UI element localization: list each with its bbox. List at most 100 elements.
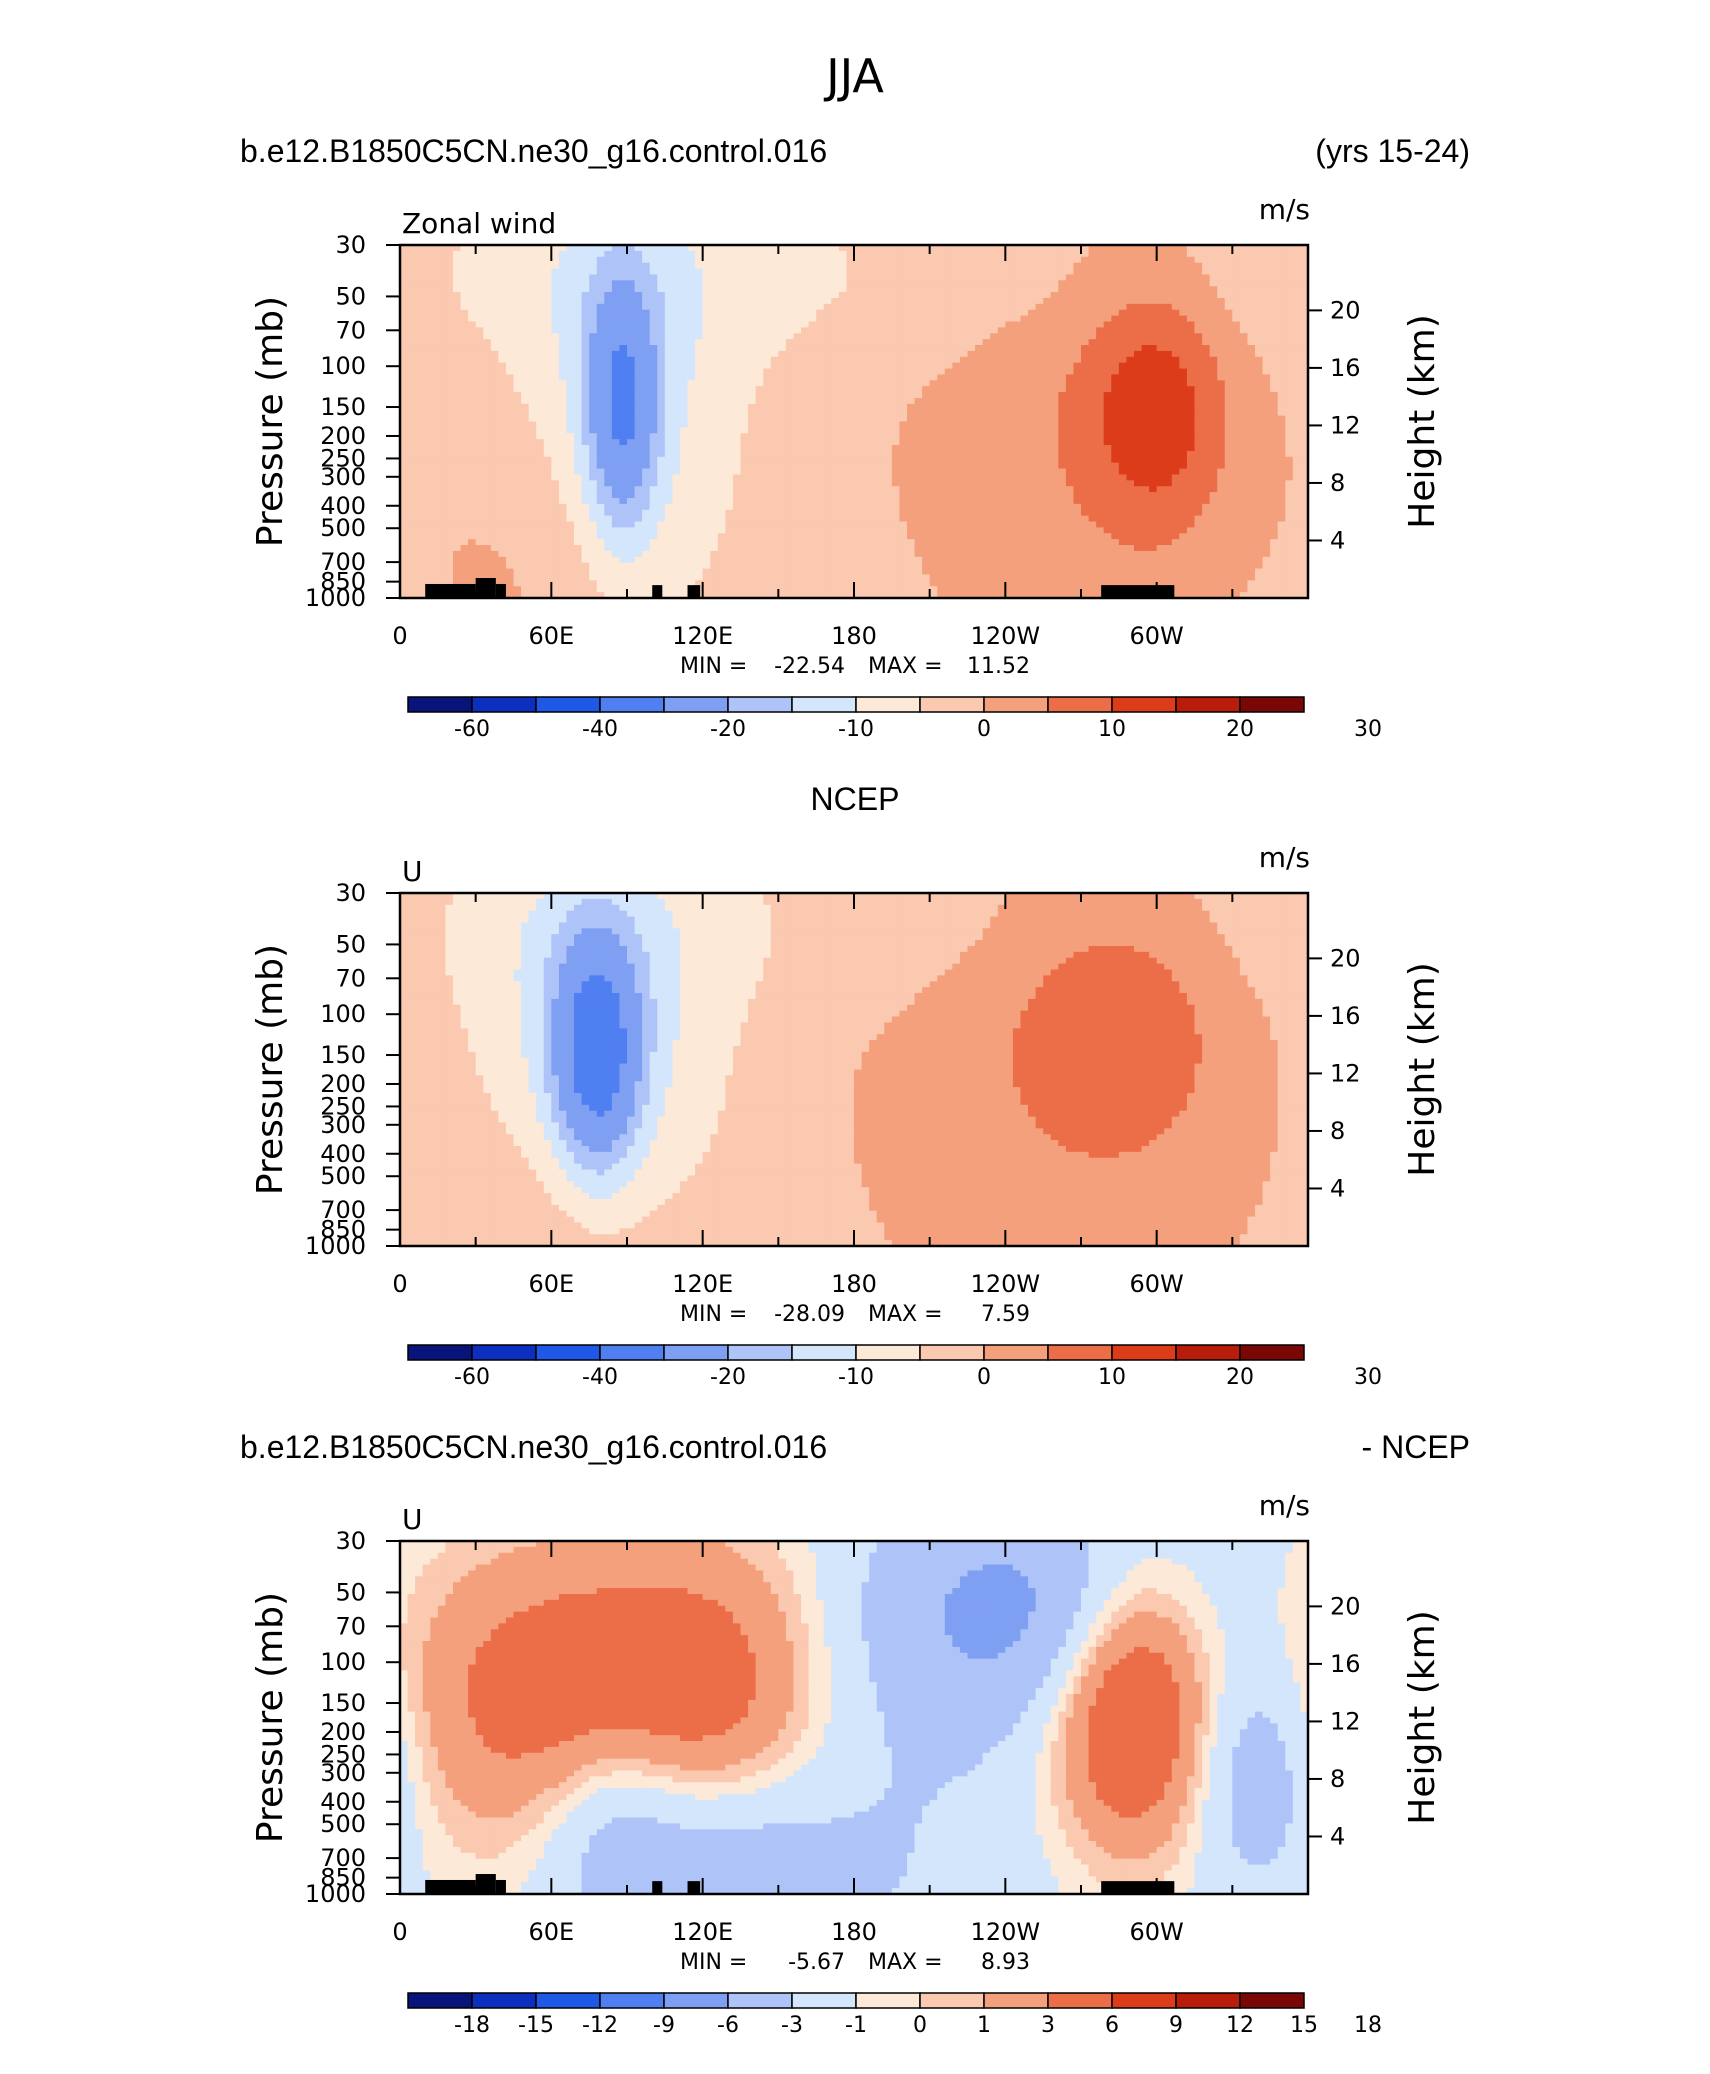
contour-cell xyxy=(627,303,636,311)
contour-cell xyxy=(808,297,817,305)
contour-cell xyxy=(1194,250,1203,258)
contour-cell xyxy=(1209,268,1218,276)
contour-cell xyxy=(664,409,673,417)
contour-cell xyxy=(415,250,424,258)
contour-cell xyxy=(997,480,1006,487)
contour-cell xyxy=(937,368,946,376)
contour-cell xyxy=(1277,309,1286,317)
contour-cell xyxy=(619,292,628,299)
contour-cell xyxy=(1262,345,1271,352)
contour-cell xyxy=(1111,321,1120,328)
contour-cell xyxy=(642,468,651,476)
contour-cell xyxy=(861,456,870,464)
contour-cell xyxy=(581,256,590,264)
contour-cell xyxy=(710,397,719,405)
contour-cell xyxy=(1164,445,1173,452)
contour-cell xyxy=(407,374,416,381)
contour-cell xyxy=(490,362,499,370)
contour-cell xyxy=(551,292,560,299)
contour-cell xyxy=(1262,274,1271,281)
contour-cell xyxy=(445,333,454,340)
contour-cell xyxy=(1262,468,1271,476)
contour-cell xyxy=(982,350,991,358)
contour-cell xyxy=(490,256,499,264)
contour-cell xyxy=(460,374,469,381)
contour-cell xyxy=(1118,397,1127,405)
contour-cell xyxy=(672,350,681,358)
contour-cell xyxy=(869,262,878,270)
contour-cell xyxy=(838,380,848,387)
contour-cell xyxy=(543,356,552,364)
contour-cell xyxy=(1270,339,1279,346)
contour-cell xyxy=(876,321,885,328)
contour-cell xyxy=(732,450,742,458)
contour-cell xyxy=(899,245,908,252)
contour-cell xyxy=(823,268,832,276)
contour-cell xyxy=(528,321,537,328)
contour-cell xyxy=(422,286,431,293)
contour-cell xyxy=(929,433,938,440)
contour-cell xyxy=(619,256,628,264)
contour-cell xyxy=(400,280,409,287)
contour-cell xyxy=(975,450,984,458)
contour-cell xyxy=(1217,245,1226,252)
contour-cell xyxy=(649,421,658,428)
contour-cell xyxy=(763,333,772,340)
contour-cell xyxy=(543,262,552,270)
contour-cell xyxy=(604,333,613,340)
contour-cell xyxy=(1141,368,1150,376)
contour-cell xyxy=(1224,374,1233,381)
contour-cell xyxy=(513,397,522,405)
contour-cell xyxy=(1149,397,1158,405)
contour-cell xyxy=(1081,368,1090,376)
contour-cell xyxy=(1202,380,1211,387)
contour-cell xyxy=(1247,456,1256,464)
contour-cell xyxy=(1058,303,1067,311)
contour-cell xyxy=(445,468,454,476)
contour-cell xyxy=(513,350,522,358)
contour-cell xyxy=(619,345,628,352)
contour-cell xyxy=(627,315,636,323)
contour-cell xyxy=(816,286,825,293)
contour-cell xyxy=(1217,445,1226,452)
contour-cell xyxy=(687,256,696,264)
contour-cell xyxy=(627,468,636,476)
contour-cell xyxy=(1103,297,1112,305)
contour-cell xyxy=(1300,309,1308,317)
contour-cell xyxy=(505,297,515,305)
contour-cell xyxy=(876,486,885,493)
contour-cell xyxy=(611,433,621,440)
contour-cell xyxy=(483,403,492,411)
contour-cell xyxy=(536,274,545,281)
contour-cell xyxy=(861,321,870,328)
contour-cell xyxy=(1179,245,1188,252)
contour-cell xyxy=(1156,245,1165,252)
contour-cell xyxy=(1202,274,1211,281)
contour-cell xyxy=(1005,245,1014,252)
contour-cell xyxy=(1058,450,1067,458)
contour-cell xyxy=(725,250,734,258)
contour-cell xyxy=(816,256,825,264)
contour-cell xyxy=(679,268,689,276)
contour-cell xyxy=(763,433,772,440)
contour-cell xyxy=(770,345,779,352)
contour-cell xyxy=(1232,321,1241,328)
contour-cell xyxy=(952,368,961,376)
contour-cell xyxy=(922,439,931,446)
contour-cell xyxy=(997,309,1006,317)
contour-cell xyxy=(551,450,560,458)
contour-cell xyxy=(1202,309,1211,317)
contour-cell xyxy=(854,297,863,305)
contour-cell xyxy=(725,445,734,452)
contour-cell xyxy=(1133,415,1143,423)
contour-cell xyxy=(1156,339,1165,346)
contour-cell xyxy=(1179,374,1188,381)
contour-cell xyxy=(1020,392,1029,399)
contour-cell xyxy=(1141,327,1150,334)
contour-cell xyxy=(906,468,916,476)
contour-cell xyxy=(430,309,439,317)
contour-cell xyxy=(876,274,885,281)
contour-cell xyxy=(1186,362,1196,370)
contour-cell xyxy=(702,433,711,440)
contour-cell xyxy=(861,292,870,299)
